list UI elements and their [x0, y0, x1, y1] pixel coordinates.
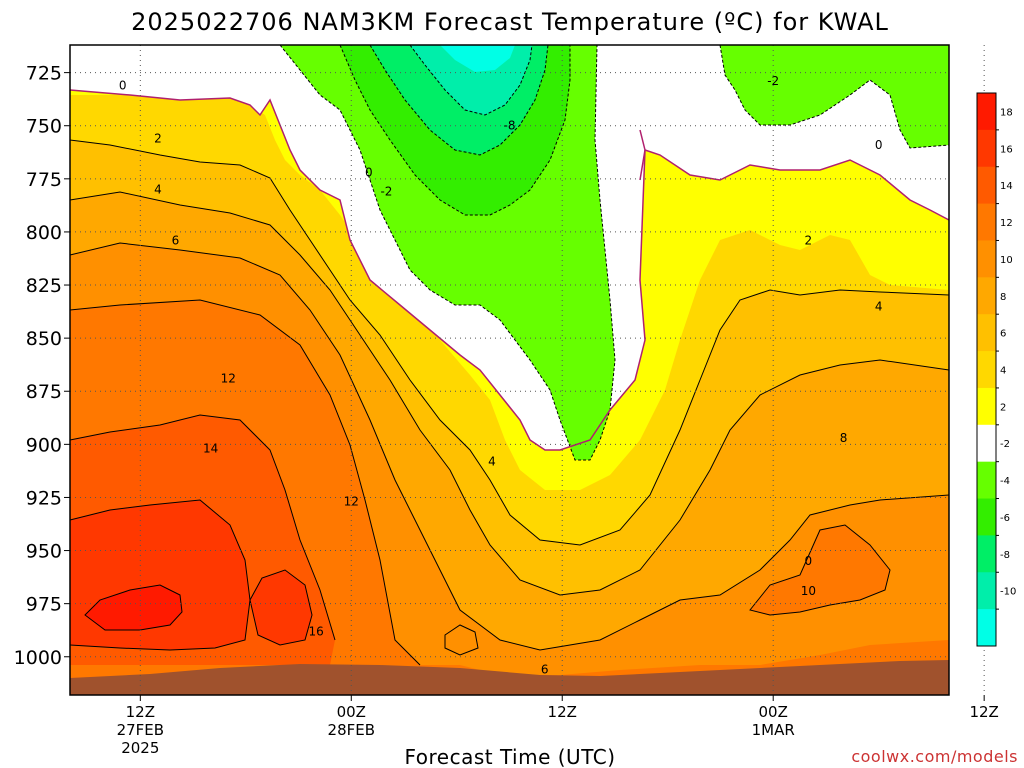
band-below-minus10: [440, 45, 515, 72]
contour-label: 2: [805, 233, 813, 247]
contour-label: 14: [203, 442, 218, 456]
band-below-minus2-right: [720, 45, 949, 148]
terrain: [70, 660, 949, 695]
contour-label: 8: [840, 431, 848, 445]
x-tick-label: 00Z: [759, 703, 788, 721]
colorbar-tick-label: 8: [1000, 292, 1006, 303]
contour-label: 2: [154, 131, 162, 145]
colorbar-tick-label: 18: [1000, 107, 1013, 118]
x-tick-label: 28FEB: [328, 721, 375, 739]
colorbar-swatch: [977, 277, 996, 315]
colorbar-swatch: [977, 535, 996, 573]
colorbar-tick-label: 12: [1000, 218, 1013, 229]
colorbar-tick-label: -2: [1000, 439, 1010, 450]
colorbar-swatch: [977, 240, 996, 278]
y-tick-label: 925: [26, 487, 62, 509]
contour-label: 16: [308, 624, 323, 638]
contour-lines-dashed: [279, 44, 950, 461]
x-tick-label: 12Z: [969, 703, 998, 721]
colorbar-tick-label: 4: [1000, 366, 1006, 377]
x-axis-title: Forecast Time (UTC): [404, 745, 615, 768]
y-tick-label: 725: [26, 63, 62, 85]
colorbar-swatch: [977, 93, 996, 131]
contour-label: -2: [767, 74, 779, 88]
colorbar-swatch: [977, 461, 996, 500]
colorbar-swatch: [977, 166, 996, 205]
contour-label: 4: [875, 299, 883, 313]
contour-label: 0: [119, 78, 127, 92]
colorbar-swatch: [977, 314, 996, 352]
band-16-18: [85, 585, 182, 630]
colorbar-swatch: [977, 498, 996, 536]
colorbar-tick-label: 10: [1000, 255, 1013, 266]
colorbar-tick-label: 16: [1000, 144, 1013, 155]
y-tick-label: 950: [26, 541, 62, 563]
contour-labels: 0 2 4 6 12 14 12 16 0 -2 -8 4 6 -2 0 2 4 8 0 10: [119, 74, 883, 677]
colorbar-swatch: [977, 572, 996, 610]
contour-label: 4: [488, 454, 496, 468]
colorbar-swatch: [977, 609, 996, 647]
contour-label: 0: [875, 138, 883, 152]
x-tick-label: 12Z: [548, 703, 577, 721]
contour-label: 0: [805, 554, 813, 568]
colorbar-tick-label: -8: [1000, 550, 1010, 561]
y-tick-label: 800: [26, 222, 62, 244]
colorbar-swatch: [977, 387, 996, 426]
contour-label: 4: [154, 182, 162, 196]
zero-contour: [69, 89, 950, 451]
x-tick-label: 2025: [121, 739, 159, 757]
band-14-16-b: [250, 570, 312, 645]
plot-frame: [69, 44, 950, 696]
colorbar-swatch: [977, 351, 996, 389]
plot-area: 0 2 4 6 12 14 12 16 0 -2 -8 4 6 -2 0 2 4 8 0 10: [69, 44, 985, 696]
contour-label: 12: [221, 371, 236, 385]
y-tick-label: 850: [26, 328, 62, 350]
colorbar-frame: [976, 92, 997, 647]
x-tick-label: 12Z: [126, 703, 155, 721]
chart-title: 2025022706 NAM3KM Forecast Temperature (…: [131, 8, 889, 36]
y-tick-label: 750: [26, 116, 62, 138]
y-tick-label: 1000: [14, 647, 62, 669]
colorbar-tick-label: -10: [1000, 587, 1016, 598]
contour-label: 0: [365, 165, 373, 179]
x-tick-label: 00Z: [337, 703, 366, 721]
contour-label: 12: [344, 495, 359, 509]
contour-label: 6: [541, 663, 549, 677]
y-tick-label: 875: [26, 381, 62, 403]
contour-label: -8: [504, 119, 516, 133]
colorbar-swatch: [977, 424, 996, 463]
contour-label: -2: [380, 185, 392, 199]
colorbar-tick-label: 14: [1000, 181, 1013, 192]
band-10-12-right: [750, 525, 890, 615]
colorbar-tick-label: 6: [1000, 329, 1006, 340]
y-tick-label: 825: [26, 275, 62, 297]
band-14-16: [70, 500, 250, 650]
colorbar-tick-label: 2: [1000, 402, 1006, 413]
contour-label: 10: [801, 584, 816, 598]
x-tick-label: 27FEB: [117, 721, 164, 739]
x-tick-label: 1MAR: [752, 721, 795, 739]
colorbar-tick-label: -4: [1000, 476, 1010, 487]
y-tick-label: 775: [26, 169, 62, 191]
y-axis: 725 750 775 800 825 850 875 900 925 950 975 1000: [14, 63, 70, 669]
colorbar-swatch: [977, 203, 996, 241]
credit-text: coolwx.com/models: [851, 747, 1018, 766]
colorbar: 18 16 14 12 10 8 6 4 2 -2 -4 -6 -8 -10: [976, 92, 1016, 647]
contour-label: 6: [172, 233, 180, 247]
contour-lines: [69, 139, 950, 666]
colorbar-swatch: [977, 129, 996, 168]
y-tick-label: 900: [26, 434, 62, 456]
colorbar-tick-label: -6: [1000, 513, 1010, 524]
y-tick-label: 975: [26, 594, 62, 616]
